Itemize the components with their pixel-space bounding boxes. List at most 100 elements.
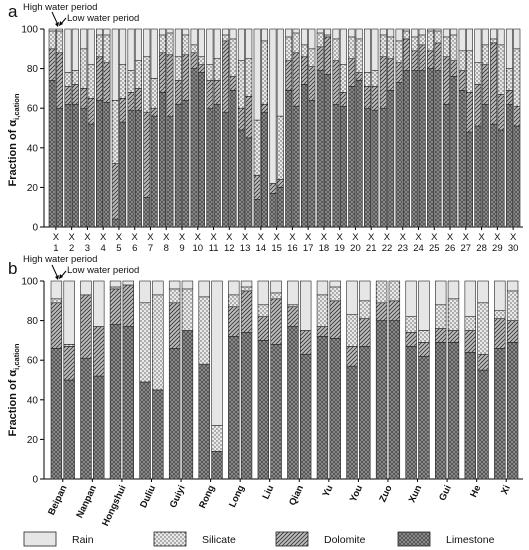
- bar-high-dolomite: [379, 56, 387, 109]
- bar-low-rain: [447, 280, 460, 300]
- x-tick-number: 17: [303, 243, 314, 254]
- x-tick-number: 29: [492, 243, 503, 254]
- bar-high-rain: [111, 28, 119, 101]
- y-tick-label: 20: [27, 435, 39, 446]
- bar-high-limestone: [190, 68, 198, 228]
- bar-high-silicate: [458, 50, 466, 71]
- bar-high-silicate: [464, 316, 476, 331]
- bar-low-silicate: [497, 44, 505, 95]
- bar-low-dolomite: [387, 58, 395, 91]
- x-tick-number: 23: [397, 243, 408, 254]
- x-tick-label: X: [273, 232, 280, 243]
- bar-low-rain: [56, 28, 64, 32]
- bar-high-rain: [109, 280, 122, 288]
- bar-high-dolomite: [228, 306, 240, 337]
- panel-a-high-arrowhead: [55, 22, 59, 27]
- bar-high-silicate: [64, 72, 72, 87]
- bar-high-dolomite: [50, 302, 63, 349]
- bar-high-rain: [287, 280, 299, 306]
- bar-high-dolomite: [427, 50, 435, 69]
- bar-low-silicate: [276, 115, 284, 180]
- bar-low-limestone: [466, 131, 474, 228]
- x-tick-number: 8: [164, 243, 169, 254]
- bar-high-limestone: [435, 342, 447, 480]
- y-axis-title-b-sub: i,cation: [12, 343, 21, 370]
- bar-low-silicate: [213, 58, 221, 81]
- bar-low-silicate: [388, 280, 401, 302]
- bar-low-rain: [119, 28, 127, 65]
- x-tick-label: X: [447, 232, 454, 243]
- x-tick-number: 21: [366, 243, 377, 254]
- legend-label-silicate: Silicate: [202, 534, 236, 546]
- bar-low-rain: [497, 28, 505, 46]
- bar-high-dolomite: [80, 88, 88, 109]
- bar-low-dolomite: [324, 36, 332, 75]
- bar-high-rain: [269, 28, 277, 184]
- bar-high-limestone: [364, 107, 372, 228]
- bar-low-limestone: [270, 344, 282, 480]
- bar-high-limestone: [96, 99, 103, 228]
- x-tick-label: Gui: [437, 484, 454, 503]
- bar-high-limestone: [174, 103, 182, 228]
- bar-low-rain: [134, 28, 142, 61]
- bar-high-silicate: [127, 70, 135, 93]
- bar-low-dolomite: [87, 98, 95, 125]
- bar-low-silicate: [166, 32, 174, 56]
- bar-high-dolomite: [316, 326, 329, 337]
- bar-high-rain: [127, 28, 135, 71]
- bar-high-rain: [505, 28, 513, 69]
- bar-low-rain: [71, 28, 79, 71]
- bar-high-limestone: [139, 381, 151, 480]
- bar-high-rain: [300, 28, 308, 46]
- bar-low-silicate: [103, 34, 111, 63]
- bar-high-silicate: [80, 48, 88, 89]
- x-tick-label: Hongshui: [100, 484, 128, 528]
- bar-high-dolomite: [80, 294, 92, 359]
- bar-high-rain: [64, 28, 72, 73]
- bar-low-rain: [329, 280, 341, 288]
- panel-b-label: b: [8, 259, 17, 278]
- x-tick-label: X: [478, 232, 485, 243]
- bar-high-silicate: [168, 288, 181, 304]
- bar-low-dolomite: [497, 94, 505, 131]
- bar-high-dolomite: [257, 316, 270, 341]
- panel-a-high-water-label: High water period: [23, 2, 97, 13]
- bar-low-silicate: [481, 44, 489, 65]
- bar-low-rain: [477, 280, 489, 304]
- bar-high-dolomite: [411, 50, 419, 71]
- bar-low-limestone: [213, 103, 221, 228]
- bar-low-silicate: [245, 58, 253, 97]
- bar-high-silicate: [190, 44, 198, 54]
- bar-low-limestone: [181, 330, 194, 480]
- bar-low-limestone: [166, 115, 174, 228]
- bar-high-dolomite: [442, 56, 450, 105]
- bar-high-silicate: [346, 314, 358, 347]
- x-tick-label: You: [348, 483, 365, 503]
- bar-low-silicate: [418, 330, 430, 343]
- bar-high-silicate: [332, 38, 340, 61]
- x-tick-label: X: [116, 232, 123, 243]
- legend: Rain Silicate Dolomite Limestone: [23, 531, 495, 547]
- x-tick-label: Yu: [321, 483, 336, 498]
- bar-low-rain: [93, 280, 105, 327]
- bar-high-rain: [442, 28, 450, 38]
- x-tick-label: X: [68, 232, 75, 243]
- bar-high-silicate: [253, 119, 261, 176]
- bar-low-limestone: [63, 379, 75, 480]
- bar-high-dolomite: [253, 175, 261, 200]
- bar-high-silicate: [139, 302, 151, 383]
- bar-low-dolomite: [299, 330, 312, 355]
- bar-high-dolomite: [206, 80, 214, 109]
- bar-high-dolomite: [474, 84, 482, 127]
- bar-low-limestone: [434, 70, 442, 228]
- bar-high-silicate: [316, 32, 324, 48]
- bar-low-rain: [434, 28, 442, 32]
- bar-low-silicate: [181, 288, 194, 331]
- bar-low-rain: [122, 280, 134, 286]
- bar-low-limestone: [450, 76, 458, 228]
- x-tick-label: Xi: [499, 484, 513, 497]
- bar-high-rain: [458, 28, 466, 52]
- bar-high-rain: [174, 28, 182, 58]
- bar-low-limestone: [245, 137, 253, 228]
- legend-label-dolomite: Dolomite: [324, 534, 366, 546]
